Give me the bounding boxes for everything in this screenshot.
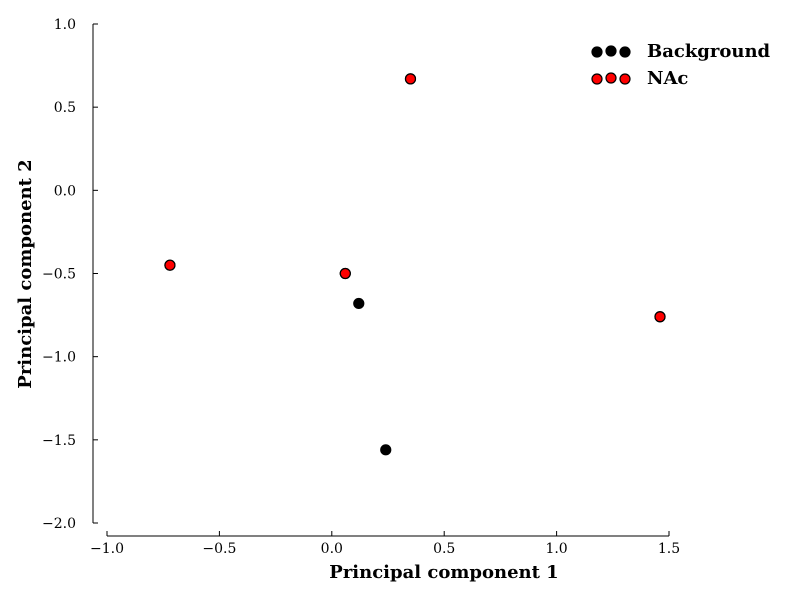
y-axis-title: Principal component 2	[15, 159, 36, 388]
y-ticks: 1.0 0.5 0.0 −0.5 −1.0 −1.5 −2.0	[42, 17, 98, 532]
legend-item-background: Background	[591, 41, 771, 62]
x-tick-label: 0.5	[433, 541, 455, 557]
y-tick-label: −1.5	[42, 433, 76, 449]
data-points	[164, 73, 666, 456]
y-tick-label: 0.0	[54, 183, 76, 199]
legend-marker	[605, 72, 617, 84]
data-point-background	[380, 444, 392, 456]
data-point-nac	[404, 73, 417, 85]
legend-marker	[619, 46, 631, 58]
axes: 1.0 0.5 0.0 −0.5 −1.0 −1.5 −2.0 −1.0 −0.5 0.0 0.5…	[42, 17, 680, 557]
x-tick-label: 1.0	[545, 541, 567, 557]
legend-marker	[605, 45, 617, 57]
data-point-background	[353, 297, 365, 310]
data-point-nac	[339, 267, 351, 280]
legend-label: Background	[647, 41, 771, 62]
y-tick-label: −0.5	[42, 267, 76, 283]
y-tick-label: −2.0	[42, 516, 76, 532]
legend-marker	[591, 73, 603, 85]
x-tick-label: −1.0	[90, 541, 124, 557]
legend: Background NAc	[591, 41, 771, 89]
x-ticks: −1.0 −0.5 0.0 0.5 1.0 1.5	[90, 531, 680, 557]
legend-item-nac: NAc	[591, 68, 688, 89]
legend-marker	[619, 73, 631, 85]
data-point-nac	[654, 311, 666, 323]
y-tick-label: 1.0	[54, 17, 76, 33]
y-tick-label: −1.0	[42, 350, 76, 366]
data-point-nac	[164, 259, 176, 271]
x-tick-label: −0.5	[202, 541, 236, 557]
legend-label: NAc	[647, 68, 688, 89]
y-tick-label: 0.5	[54, 100, 76, 116]
x-axis-title: Principal component 1	[329, 562, 558, 583]
x-tick-label: 0.0	[321, 541, 343, 557]
x-tick-label: 1.5	[658, 541, 680, 557]
legend-marker	[591, 46, 603, 58]
